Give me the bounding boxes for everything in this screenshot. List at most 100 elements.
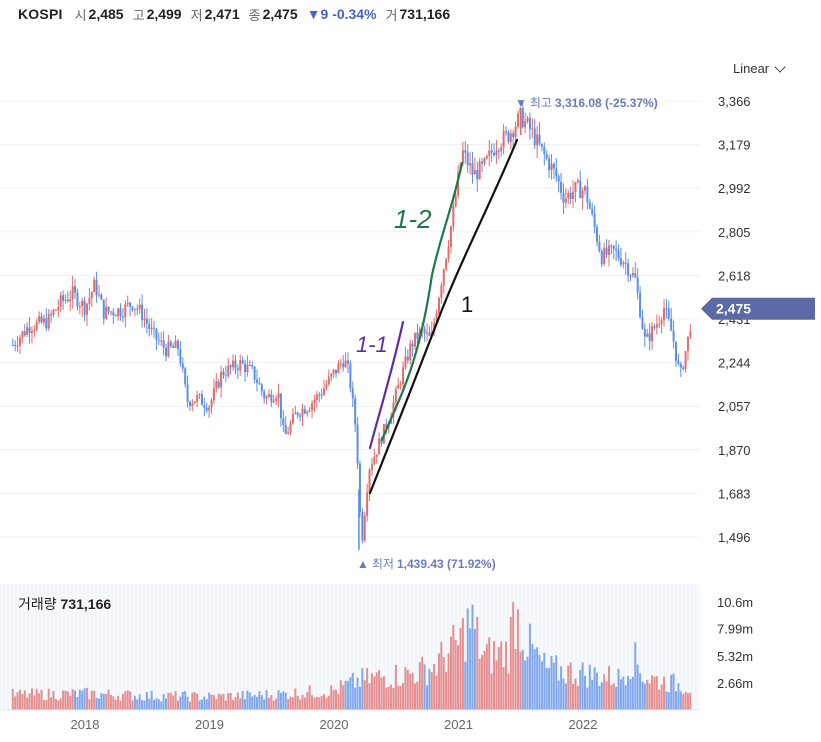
candle-body [445,258,448,270]
volume-bar [600,682,603,710]
candle-body [330,373,333,377]
scale-selector[interactable]: Linear [733,60,786,76]
candle-body [26,327,29,336]
volume-bar [449,636,452,710]
candle-body [397,384,400,389]
volume-bar [143,700,146,710]
volume-tick-label: 7.99m [717,622,753,637]
volume-bar [131,700,134,710]
volume-bar [588,664,591,710]
volume-bar [256,696,259,710]
volume-bar [83,688,86,710]
volume-bar [497,647,500,710]
candle-body [373,456,376,465]
max-marker-arrow-icon: ▼ [515,96,527,110]
volume-bar [639,673,642,710]
volume-bar [595,672,598,710]
candle-body [28,327,31,333]
volume-bar [69,695,72,710]
symbol-name: KOSPI [18,6,63,22]
volume-bar [86,687,89,710]
volume-bar [421,656,424,710]
volume-bar [528,623,531,710]
volume-bar [270,694,273,710]
x-tick-label: 2018 [71,717,100,732]
candle-body [406,356,409,361]
volume-bar [193,692,196,710]
candle-body [607,245,610,255]
volume-bar [385,687,388,710]
candle-body [593,213,596,228]
annotation-label-1: 1 [461,292,473,317]
volume-bar [677,683,680,710]
volume-bar [411,672,414,710]
volume-bar [212,695,215,710]
candle-body [634,273,637,278]
volume-bar [112,696,115,710]
candle-body [516,113,519,127]
candle-body [349,363,352,389]
candle-body [598,241,601,252]
candle-body [639,292,642,318]
candle-body [253,366,256,380]
volume-bar [603,674,606,710]
candle-body [548,158,551,171]
candle-body [392,402,395,417]
volume-bar [627,676,630,710]
volume-bar [402,683,405,710]
candle-body [129,302,132,307]
volume-bar [624,685,627,710]
x-tick-label: 2022 [569,717,598,732]
volume-bar [610,685,613,710]
candle-body [521,108,524,128]
candle-body [332,369,335,374]
volume-bar [598,685,601,710]
candle-body [433,322,436,332]
volume-bar [198,700,201,710]
candle-body [306,411,309,414]
volume-bar [488,637,491,710]
volume-bar [33,695,36,710]
candle-body [459,163,462,173]
volume-bar [313,697,316,710]
candle-body [682,367,685,370]
volume-bar [200,699,203,710]
candle-body [234,360,237,369]
candle-body [241,360,244,364]
volume-bar [303,697,306,710]
candle-body [167,341,170,357]
volume-bar [47,688,50,710]
volume-bar [619,679,622,710]
candle-body [399,384,402,386]
candle-body [191,403,194,406]
y-tick-label: 1,496 [718,530,751,545]
x-tick-label: 2019 [195,717,224,732]
candle-body [509,133,512,142]
candle-body [318,394,321,396]
candle-body [631,273,634,276]
candle-body [567,192,570,199]
y-tick-label: 3,179 [718,138,751,153]
candle-body [538,134,541,144]
candle-body [287,432,290,435]
volume-bar [667,692,670,710]
candle-body [579,180,582,199]
candle-body [69,298,72,302]
volume-bar [57,700,60,710]
candle-body [270,394,273,403]
candle-body [311,403,314,411]
volume-bar [464,661,467,710]
volume-bar [81,690,84,710]
candle-body [641,317,644,329]
candle-body [215,381,218,389]
volume-bar [557,680,560,710]
candle-body [114,315,117,317]
candle-body [133,308,136,310]
y-tick-label: 2,057 [718,399,751,414]
volume-bar [150,690,153,710]
candle-body [421,328,424,330]
candle-body [375,454,378,457]
volume-tick-label: 10.6m [717,595,753,610]
candle-body [256,379,259,384]
